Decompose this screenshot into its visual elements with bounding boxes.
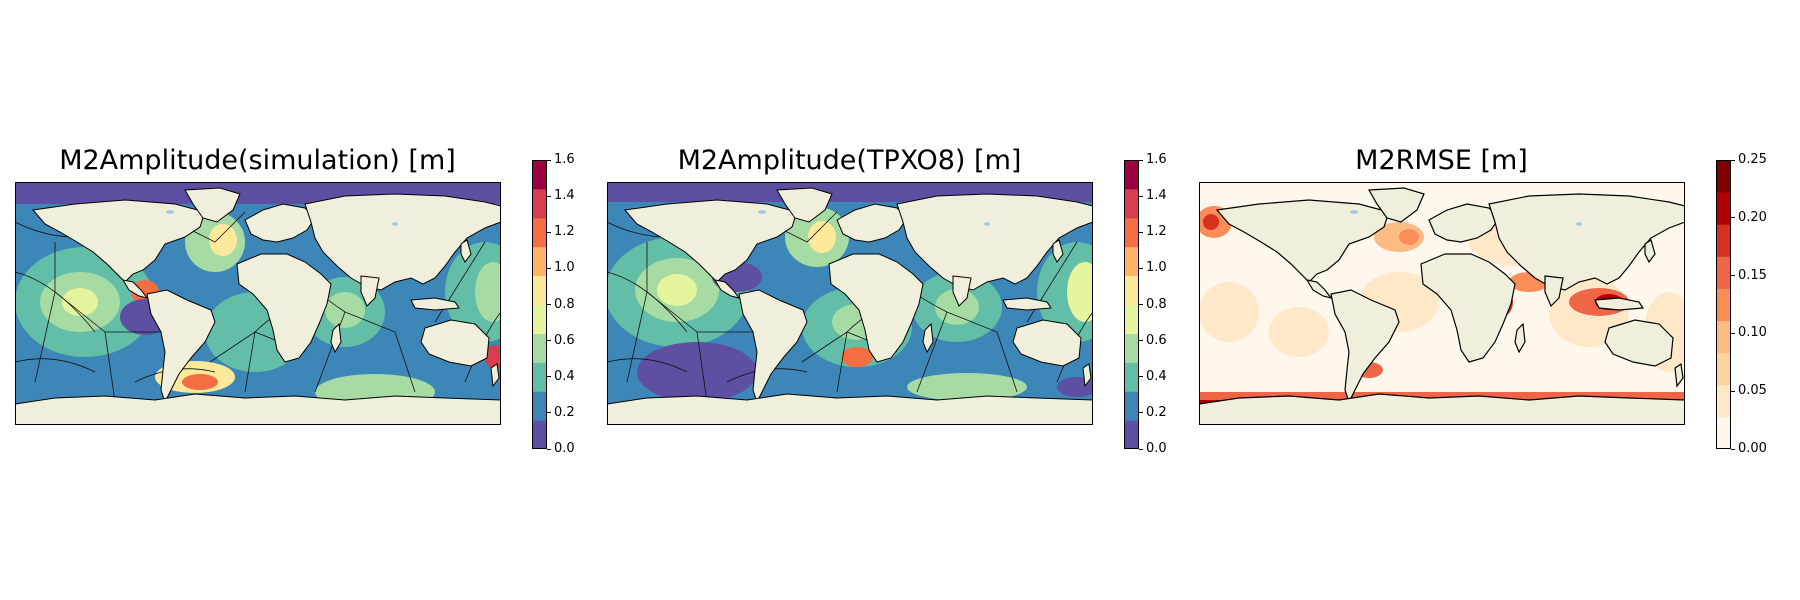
- colorbar-segment: [1716, 256, 1731, 289]
- colorbar-tick-label: 1.4: [554, 188, 575, 204]
- colorbar-tick-mark: [547, 267, 551, 269]
- colorbar-tick-mark: [1139, 448, 1143, 450]
- colorbar-tick-label: 1.0: [554, 260, 575, 276]
- colorbar-segment: [532, 362, 547, 392]
- colorbar-segment: [1716, 352, 1731, 386]
- colorbar-tick-label: 0.00: [1738, 441, 1767, 456]
- colorbar-frame: [1716, 160, 1731, 449]
- panel-title-simulation: M2Amplitude(simulation) [m]: [59, 145, 456, 176]
- colorbar-tick-label: 0.2: [554, 404, 575, 420]
- colorbar-tick-label: 0.15: [1738, 267, 1767, 283]
- panel-title-rmse: M2RMSE [m]: [1355, 145, 1528, 176]
- colorbar-segment: [532, 188, 547, 219]
- colorbar-tick-mark: [1731, 275, 1735, 277]
- colorbar-tick-mark: [547, 304, 551, 305]
- colorbar-tick-mark: [1731, 390, 1735, 392]
- colorbar-tick-label: 1.4: [1146, 188, 1167, 204]
- colorbar-segment: [532, 275, 547, 305]
- colorbar-tick-mark: [1139, 412, 1143, 414]
- map-amplitude-simulation: [15, 182, 501, 425]
- colorbar-tick-mark: [1139, 231, 1143, 233]
- colorbar-tick-mark: [1731, 448, 1735, 450]
- colorbar-tick-mark: [547, 231, 551, 233]
- panel-title-tpxo8: M2Amplitude(TPXO8) [m]: [677, 145, 1022, 176]
- colorbar-segment: [532, 246, 547, 277]
- colorbar-segment: [1124, 275, 1139, 305]
- colorbar-tick-label: 0.20: [1738, 209, 1767, 225]
- colorbar-segment: [1716, 160, 1731, 193]
- colorbar-segment: [532, 217, 547, 248]
- colorbar-segment: [1124, 391, 1139, 421]
- colorbar-tick-label: 0.8: [554, 296, 575, 312]
- colorbar-segment: [1124, 188, 1139, 219]
- colorbar-tick-label: 1.6: [554, 152, 575, 167]
- colorbar-frame: [1124, 160, 1139, 449]
- colorbar-tick-mark: [1731, 217, 1735, 219]
- colorbar-tick-mark: [547, 376, 551, 378]
- map-amplitude-tpxo8: [607, 182, 1093, 425]
- map-rmse: [1199, 182, 1685, 425]
- colorbar-tick-label: 0.2: [1146, 404, 1167, 420]
- colorbar-segment: [1124, 333, 1139, 363]
- colorbar-tick-label: 1.0: [1146, 260, 1167, 276]
- colorbar-segment: [1716, 416, 1731, 449]
- colorbar-segment: [1716, 224, 1731, 257]
- colorbar-tick-mark: [547, 340, 551, 342]
- colorbar-tick-label: 0.10: [1738, 325, 1767, 341]
- colorbar-segment: [1124, 217, 1139, 248]
- colorbar-tick-mark: [1139, 159, 1143, 161]
- colorbar-segment: [532, 160, 547, 190]
- colorbar-tick-label: 0.05: [1738, 383, 1767, 399]
- colorbar-segment: [532, 420, 547, 449]
- colorbar-tick-label: 0.0: [1146, 441, 1167, 456]
- colorbar-simulation: [532, 160, 547, 449]
- colorbar-segment: [1716, 192, 1731, 225]
- colorbar-tick-mark: [1139, 267, 1143, 269]
- colorbar-segment: [1716, 384, 1731, 418]
- colorbar-segment: [1716, 288, 1731, 322]
- colorbar-tick-mark: [547, 159, 551, 161]
- colorbar-segment: [1124, 420, 1139, 449]
- colorbar-tpxo8: [1124, 160, 1139, 449]
- colorbar-rmse: [1716, 160, 1731, 449]
- colorbar-tick-label: 0.6: [554, 332, 575, 348]
- colorbar-frame: [532, 160, 547, 449]
- colorbar-segment: [1124, 362, 1139, 392]
- colorbar-tick-label: 0.6: [1146, 332, 1167, 348]
- colorbar-tick-mark: [547, 195, 551, 197]
- colorbar-segment: [1716, 320, 1731, 354]
- colorbar-tick-label: 1.6: [1146, 152, 1167, 167]
- colorbar-segment: [532, 304, 547, 334]
- colorbar-tick-mark: [1139, 340, 1143, 342]
- colorbar-tick-mark: [1139, 304, 1143, 305]
- colorbar-tick-label: 0.8: [1146, 296, 1167, 312]
- colorbar-tick-mark: [1139, 195, 1143, 197]
- colorbar-tick-mark: [1731, 159, 1735, 161]
- colorbar-tick-label: 0.4: [1146, 368, 1167, 384]
- colorbar-tick-mark: [547, 448, 551, 450]
- colorbar-tick-label: 1.2: [1146, 224, 1167, 240]
- colorbar-tick-mark: [1731, 332, 1735, 334]
- colorbar-tick-label: 0.0: [554, 441, 575, 456]
- colorbar-tick-label: 0.4: [554, 368, 575, 384]
- colorbar-tick-label: 0.25: [1738, 152, 1767, 167]
- colorbar-tick-mark: [547, 412, 551, 414]
- colorbar-segment: [532, 333, 547, 363]
- colorbar-tick-mark: [1139, 376, 1143, 378]
- colorbar-segment: [532, 391, 547, 421]
- colorbar-tick-label: 1.2: [554, 224, 575, 240]
- colorbar-segment: [1124, 160, 1139, 190]
- colorbar-segment: [1124, 304, 1139, 334]
- colorbar-segment: [1124, 246, 1139, 277]
